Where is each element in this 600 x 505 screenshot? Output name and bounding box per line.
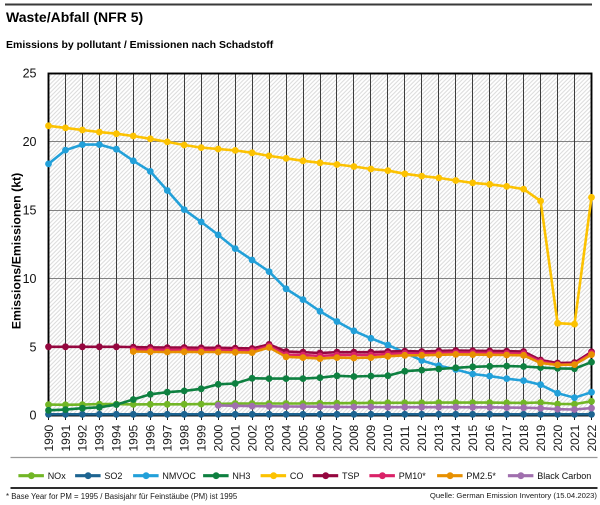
svg-text:2021: 2021 (568, 424, 582, 451)
svg-text:1995: 1995 (127, 424, 141, 451)
svg-text:1998: 1998 (178, 424, 192, 451)
svg-text:20: 20 (23, 135, 37, 149)
svg-text:SO2: SO2 (104, 471, 122, 481)
svg-text:25: 25 (23, 67, 37, 81)
svg-text:2016: 2016 (483, 424, 497, 451)
svg-text:0: 0 (30, 409, 37, 423)
svg-text:Black Carbon: Black Carbon (537, 471, 591, 481)
svg-text:PM10*: PM10* (399, 471, 427, 481)
svg-text:NMVOC: NMVOC (162, 471, 196, 481)
svg-text:Waste/Abfall (NFR 5): Waste/Abfall (NFR 5) (6, 9, 143, 25)
svg-text:2010: 2010 (381, 424, 395, 451)
svg-text:2003: 2003 (262, 424, 276, 451)
svg-text:* Base Year for PM = 1995 / Ba: * Base Year for PM = 1995 / Basisjahr fü… (6, 492, 238, 501)
svg-text:2015: 2015 (466, 424, 480, 451)
svg-text:1994: 1994 (110, 424, 124, 451)
svg-text:2001: 2001 (229, 424, 243, 451)
svg-text:2011: 2011 (398, 425, 412, 451)
svg-text:2005: 2005 (296, 424, 310, 451)
svg-text:2013: 2013 (432, 424, 446, 451)
svg-text:2000: 2000 (212, 424, 226, 451)
svg-text:Emissions by pollutant / Emiss: Emissions by pollutant / Emissionen nach… (6, 39, 274, 51)
svg-text:TSP: TSP (342, 471, 360, 481)
svg-text:2018: 2018 (517, 424, 531, 451)
svg-text:1990: 1990 (42, 424, 56, 451)
svg-text:2014: 2014 (449, 424, 463, 451)
svg-text:2007: 2007 (330, 424, 344, 451)
svg-text:CO: CO (290, 471, 304, 481)
svg-text:PM2.5*: PM2.5* (466, 471, 496, 481)
svg-text:2020: 2020 (551, 424, 565, 451)
svg-text:1993: 1993 (93, 424, 107, 451)
svg-text:2002: 2002 (245, 424, 259, 451)
svg-text:2019: 2019 (534, 424, 548, 451)
svg-text:NOx: NOx (48, 471, 66, 481)
svg-text:1992: 1992 (76, 424, 90, 451)
svg-text:2004: 2004 (279, 424, 293, 451)
svg-text:NH3: NH3 (232, 471, 250, 481)
svg-text:15: 15 (23, 204, 37, 218)
svg-text:1997: 1997 (161, 424, 175, 451)
svg-text:2012: 2012 (415, 424, 429, 451)
svg-text:2009: 2009 (364, 424, 378, 451)
svg-text:2006: 2006 (313, 424, 327, 451)
svg-text:5: 5 (30, 340, 37, 354)
svg-text:10: 10 (23, 272, 37, 286)
svg-text:1996: 1996 (144, 424, 158, 451)
svg-text:1999: 1999 (195, 424, 209, 451)
svg-text:2017: 2017 (500, 424, 514, 451)
svg-text:2008: 2008 (347, 424, 361, 451)
svg-text:1991: 1991 (59, 424, 73, 451)
svg-text:Quelle: German Emission Invent: Quelle: German Emission Inventory (15.04… (430, 491, 598, 500)
svg-text:2022: 2022 (585, 424, 599, 451)
svg-text:Emissions/Emissionen (kt): Emissions/Emissionen (kt) (10, 173, 24, 330)
